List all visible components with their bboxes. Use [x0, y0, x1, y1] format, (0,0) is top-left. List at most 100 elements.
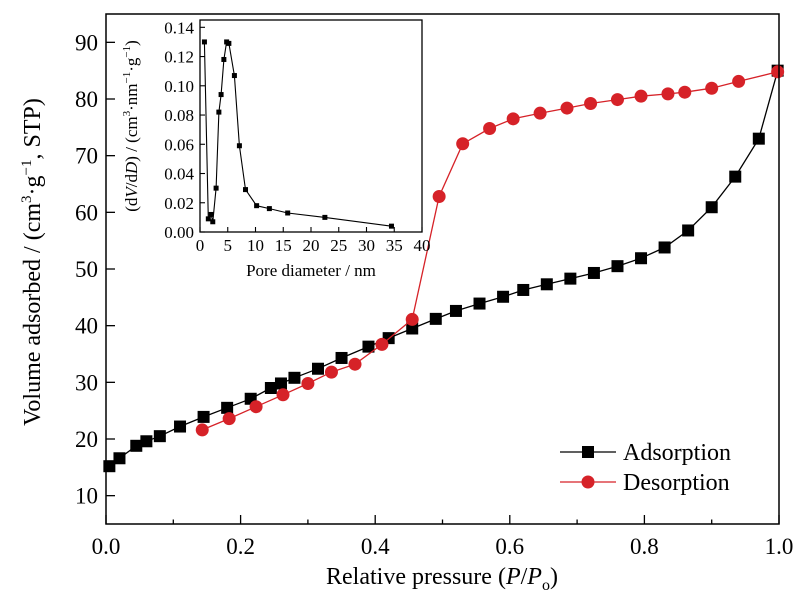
- main-adsorption-point-5: [174, 420, 187, 433]
- main-desorption-point-16: [610, 93, 624, 107]
- main-adsorption-point-30: [729, 170, 742, 183]
- y-axis-title: Volume adsorbed / (cm3·g−1, STP): [19, 98, 46, 426]
- inset-x-tick-label-2: 10: [247, 236, 264, 255]
- main-adsorption-point-10: [274, 377, 287, 390]
- main-adsorption-point-21: [517, 283, 530, 296]
- main-y-tick-label-0: 10: [75, 484, 98, 509]
- inset-x-tick-label-5: 25: [330, 236, 347, 255]
- main-desorption-point-2: [249, 400, 263, 414]
- inset-background: [200, 20, 422, 232]
- inset-series-point-13: [254, 203, 260, 209]
- main-x-tick-label-1: 0.2: [226, 534, 255, 559]
- main-desorption-point-9: [432, 189, 446, 203]
- main-adsorption-point-9: [264, 382, 277, 394]
- main-desorption-point-17: [634, 89, 648, 103]
- main-adsorption-point-13: [335, 351, 348, 364]
- inset-series-point-10: [231, 73, 237, 79]
- main-y-tick-label-2: 30: [75, 370, 98, 395]
- inset-x-tick-label-1: 5: [224, 236, 233, 255]
- main-adsorption-point-23: [564, 272, 577, 285]
- main-adsorption-point-22: [540, 278, 553, 291]
- legend-marker-desorption: [581, 475, 595, 489]
- main-adsorption-point-20: [497, 290, 510, 303]
- main-adsorption-point-16: [406, 322, 419, 335]
- legend-item-desorption: Desorption: [560, 470, 730, 496]
- main-desorption-point-1: [222, 412, 236, 426]
- inset-y-tick-label-4: 0.08: [164, 106, 194, 125]
- legend-marker-adsorption: [582, 446, 594, 458]
- inset-series-point-9: [226, 40, 232, 46]
- main-plot-marks: [103, 64, 785, 473]
- inset-x-tick-label-3: 15: [275, 236, 292, 255]
- main-desorption-point-5: [324, 365, 338, 379]
- inset-series-point-1: [205, 216, 211, 222]
- inset-y-tick-label-2: 0.04: [164, 165, 194, 184]
- main-desorption-point-19: [678, 85, 692, 99]
- main-adsorption-point-29: [705, 201, 718, 214]
- inset-y-tick-label-1: 0.02: [164, 194, 194, 213]
- inset-x-tick-label-8: 40: [414, 236, 431, 255]
- main-desorption-point-21: [732, 74, 746, 88]
- main-adsorption-point-6: [197, 410, 210, 423]
- main-adsorption-point-18: [449, 304, 462, 317]
- inset-series-point-2: [208, 211, 214, 217]
- inset-y-tick-label-0: 0.00: [164, 223, 194, 242]
- main-desorption-point-0: [195, 423, 209, 437]
- main-desorption-point-12: [506, 112, 520, 126]
- main-y-tick-label-8: 90: [75, 30, 98, 55]
- main-desorption-point-3: [276, 388, 290, 402]
- main-x-tick-label-4: 0.8: [630, 534, 659, 559]
- main-x-tick-label-3: 0.6: [495, 534, 524, 559]
- main-y-tick-label-1: 20: [75, 427, 98, 452]
- main-x-tick-label-2: 0.4: [361, 534, 390, 559]
- main-adsorption-point-19: [473, 297, 486, 310]
- main-y-tick-label-4: 50: [75, 257, 98, 282]
- main-desorption-point-8: [405, 312, 419, 326]
- main-x-tick-label-5: 1.0: [765, 534, 794, 559]
- inset-series-point-14: [266, 206, 272, 212]
- inset-series-point-7: [221, 56, 227, 62]
- main-adsorption-point-17: [429, 312, 442, 325]
- inset-series-point-5: [216, 109, 222, 115]
- main-desorption-point-7: [375, 337, 389, 351]
- main-adsorption-point-14: [362, 340, 375, 353]
- legend-item-adsorption: Adsorption: [560, 440, 731, 466]
- legend-label-desorption: Desorption: [623, 470, 730, 496]
- inset-series-point-4: [213, 185, 219, 191]
- main-desorption-point-6: [348, 357, 362, 371]
- main-adsorption-point-2: [130, 439, 143, 452]
- inset-series-point-16: [322, 214, 328, 220]
- legend: Adsorption Desorption: [560, 440, 731, 496]
- inset-series-point-15: [285, 210, 291, 216]
- inset-y-tick-label-6: 0.12: [164, 48, 194, 67]
- inset-x-tick-label-4: 20: [303, 236, 320, 255]
- main-adsorption-point-27: [658, 241, 671, 254]
- inset-x-tick-label-6: 30: [358, 236, 375, 255]
- main-adsorption-point-24: [587, 266, 600, 279]
- inset-plot-axes: 0 5 10 15 20 25 30 35 40 0.00 0.02 0.04 0.06 0.08 0.10…: [164, 18, 430, 255]
- main-desorption-point-15: [584, 97, 598, 111]
- main-adsorption-point-3: [140, 435, 153, 448]
- main-adsorption-point-25: [611, 260, 624, 273]
- main-desorption-point-4: [301, 376, 315, 390]
- main-adsorption-point-12: [311, 362, 324, 375]
- main-y-tick-label-3: 40: [75, 314, 98, 339]
- main-desorption-point-13: [533, 106, 547, 120]
- main-adsorption-point-26: [635, 252, 648, 265]
- inset-x-tick-label-0: 0: [196, 236, 205, 255]
- inset-series-point-0: [201, 39, 207, 45]
- main-desorption-point-11: [483, 121, 497, 135]
- inset-series-point-3: [210, 219, 216, 225]
- main-desorption-point-18: [661, 87, 675, 101]
- inset-y-tick-label-5: 0.10: [164, 77, 194, 96]
- main-x-tick-label-0: 0.0: [92, 534, 121, 559]
- inset-series-point-17: [388, 223, 394, 229]
- inset-y-tick-label-3: 0.06: [164, 135, 194, 154]
- main-adsorption-point-1: [113, 452, 126, 465]
- legend-label-adsorption: Adsorption: [623, 440, 731, 466]
- main-desorption-point-22: [771, 65, 785, 79]
- inset-series-point-12: [243, 187, 249, 193]
- main-adsorption-point-11: [288, 371, 301, 384]
- main-adsorption-point-7: [221, 401, 234, 414]
